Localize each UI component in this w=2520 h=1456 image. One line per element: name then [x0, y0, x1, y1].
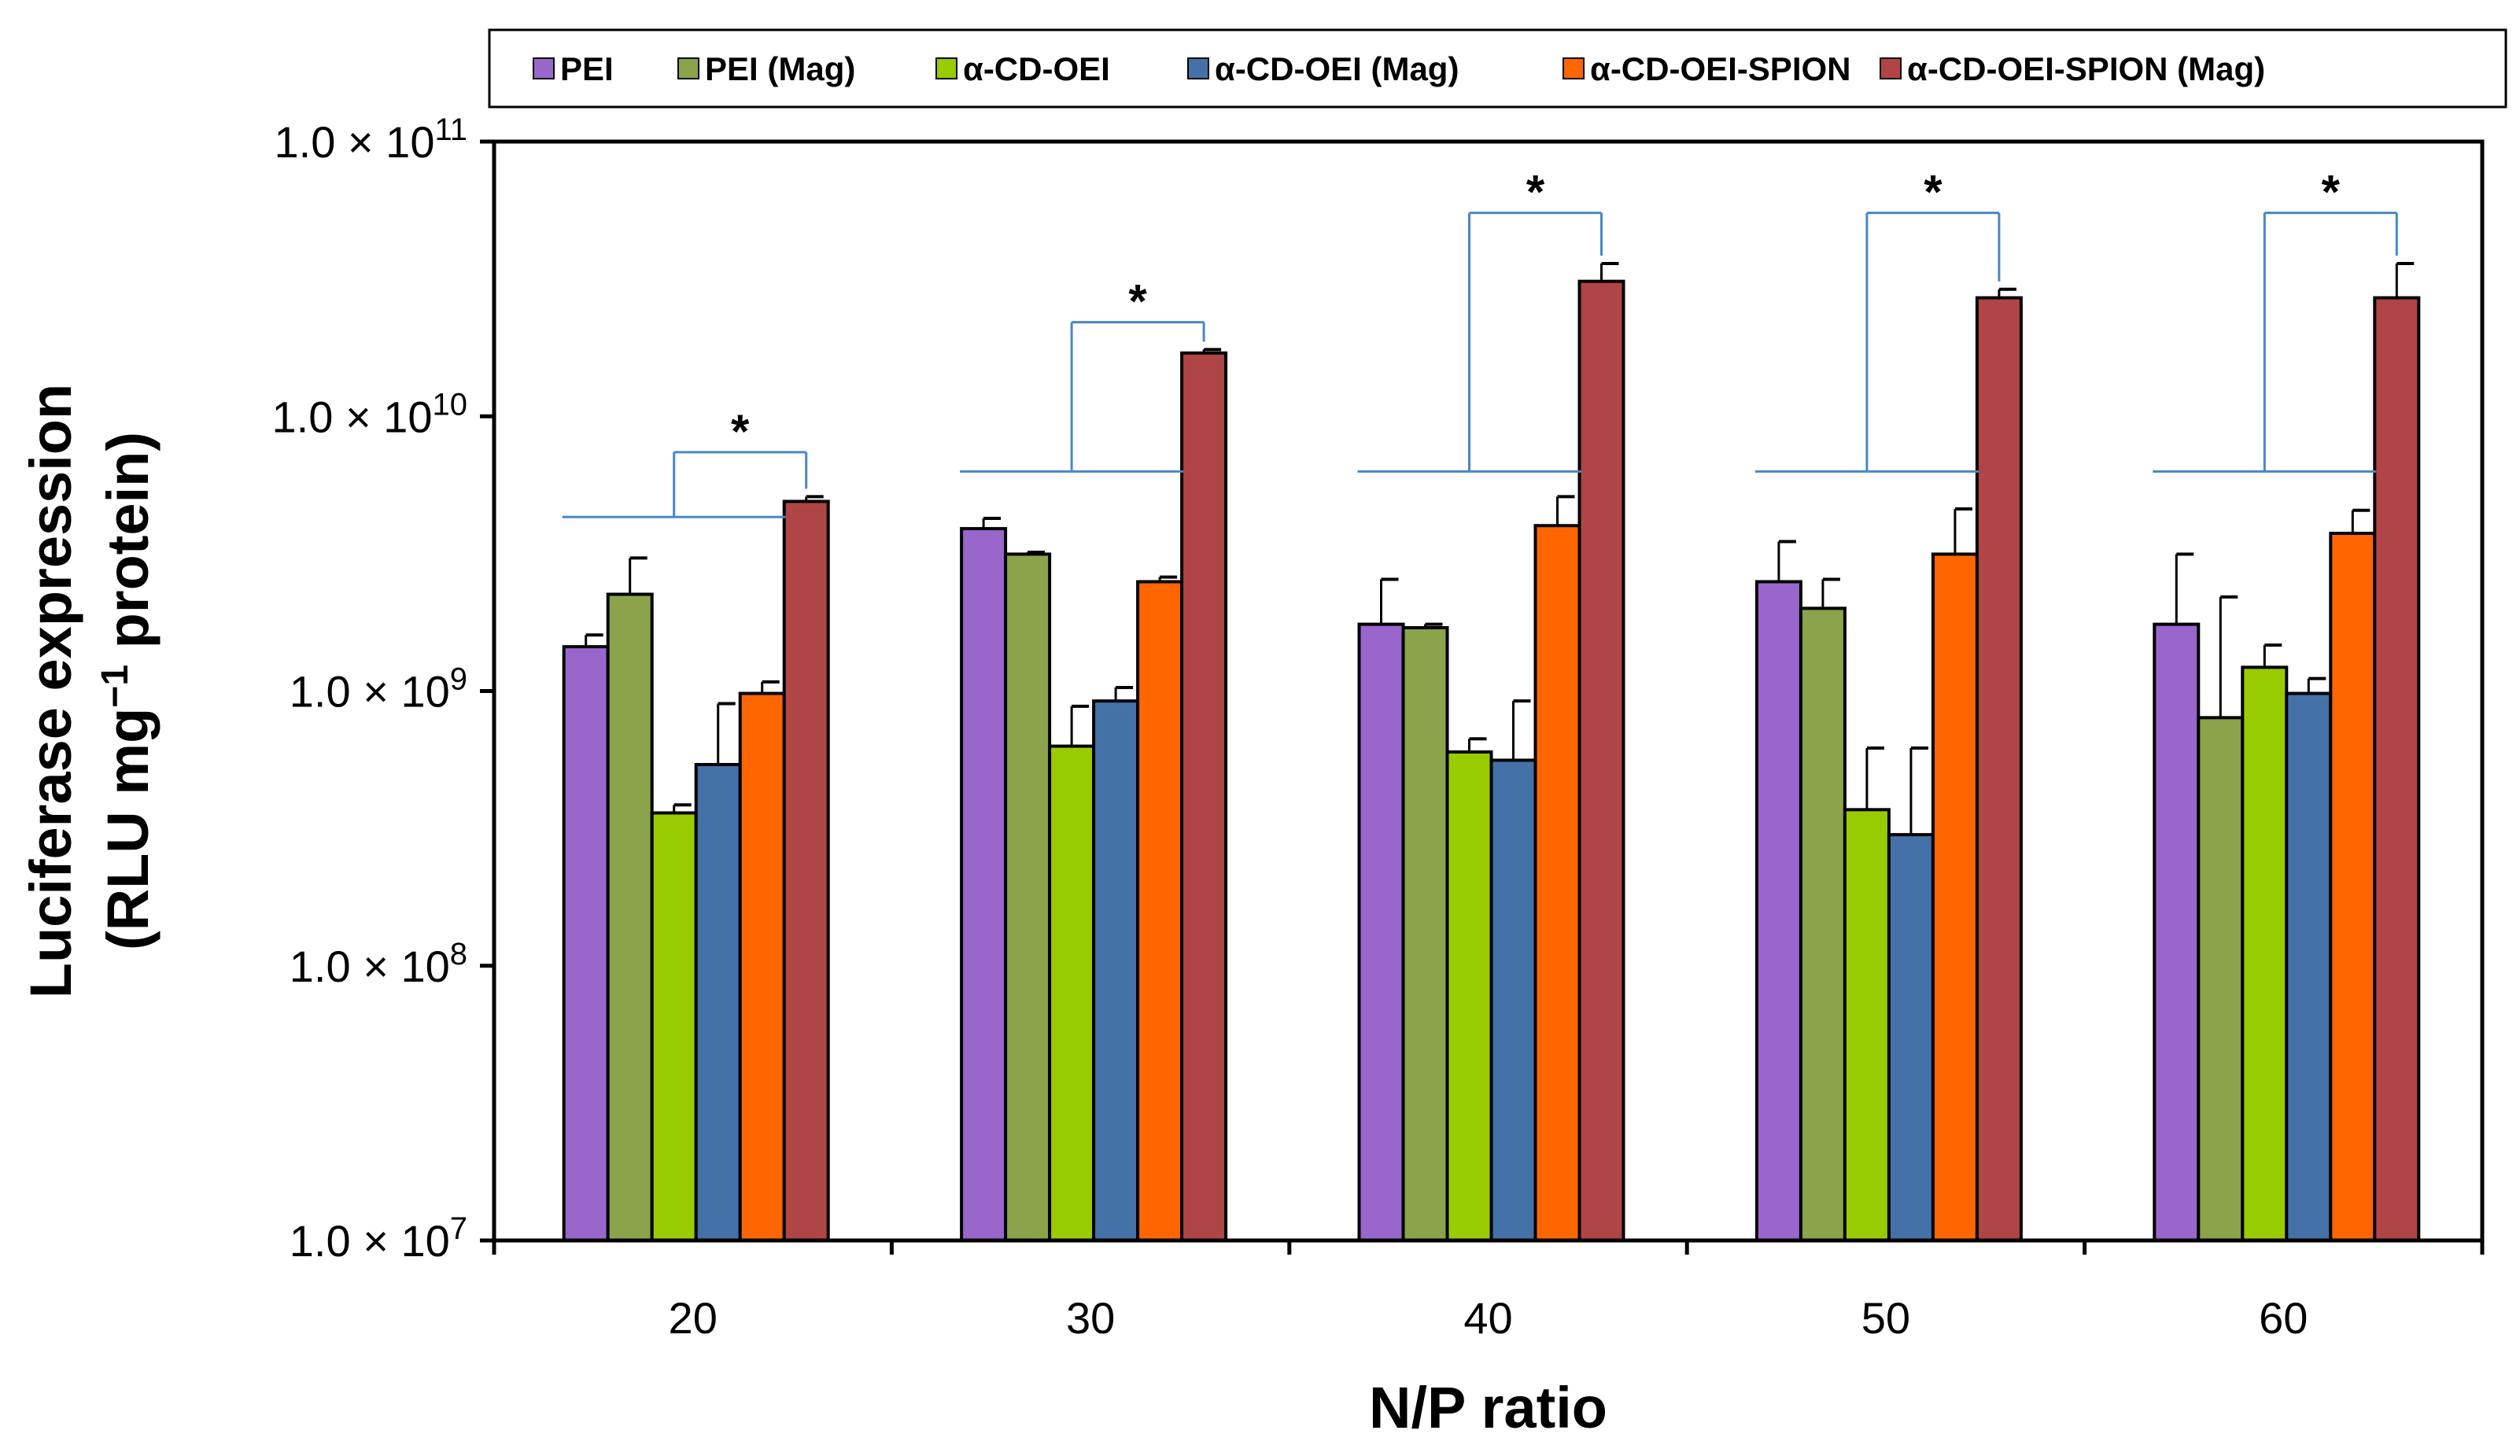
legend-box	[488, 28, 2507, 109]
bar-α-CD-OEI-SPION (Mag)-40	[1577, 279, 1625, 1242]
bar-α-CD-OEI-30	[1048, 744, 1096, 1242]
bar-α-CD-OEI-SPION (Mag)-50	[1975, 296, 2023, 1242]
bar-α-CD-OEI-50	[1843, 808, 1891, 1242]
x-tick-label-30: 30	[1066, 1293, 1115, 1343]
y-tick-mantissa: 1.0 × 10	[290, 942, 450, 991]
bar-α-CD-OEI-SPION-50	[1931, 552, 1979, 1242]
y-tick-label-8: 1.0 × 108	[290, 937, 467, 991]
y-tick-label-9: 1.0 × 109	[290, 662, 467, 717]
legend: PEI PEI (Mag) α-CD-OEI α-CD-OEI (Mag) α-CD-O…	[488, 28, 2507, 109]
y-axis-title-line2: (RLU mg−1 protein)	[94, 432, 161, 950]
legend-swatch-4	[1563, 57, 1585, 79]
bar-PEI (Mag)-20	[606, 592, 654, 1242]
bar-PEI (Mag)-40	[1401, 626, 1449, 1242]
significance-star-50: *	[1924, 166, 1943, 219]
legend-label-4: α-CD-OEI-SPION	[1590, 50, 1851, 87]
x-axis-title: N/P ratio	[1369, 1375, 1607, 1440]
x-tick-label-50: 50	[1861, 1293, 1910, 1343]
bar-α-CD-OEI (Mag)-50	[1887, 833, 1935, 1242]
bar-α-CD-OEI-20	[650, 811, 698, 1242]
bar-α-CD-OEI (Mag)-40	[1489, 758, 1537, 1242]
y-axis-title-line2-pre: (RLU mg	[95, 708, 160, 950]
bar-α-CD-OEI-SPION (Mag)-30	[1180, 351, 1228, 1242]
y-tick-mantissa: 1.0 × 10	[290, 667, 450, 717]
significance-star-40: *	[1526, 166, 1545, 219]
plot-area: * * * * *	[562, 166, 2421, 1242]
bar-α-CD-OEI-SPION-60	[2329, 532, 2377, 1242]
y-axis-title-line2-sup: −1	[94, 665, 136, 708]
y-tick-exponent: 7	[450, 1211, 467, 1246]
y-tick-mantissa: 1.0 × 10	[290, 1216, 450, 1266]
significance-star-20: *	[731, 405, 750, 458]
axis-titles: N/P ratio Luciferase expression (RLU mg−…	[18, 384, 1607, 1440]
legend-label-5: α-CD-OEI-SPION (Mag)	[1907, 50, 2265, 87]
legend-label-0: PEI	[560, 50, 614, 87]
legend-label-1: PEI (Mag)	[705, 50, 855, 87]
legend-swatch-2	[935, 57, 957, 79]
y-tick-label-11: 1.0 × 1011	[275, 112, 468, 167]
y-tick-exponent: 11	[434, 112, 467, 147]
y-tick-exponent: 9	[450, 662, 467, 697]
y-axis-title-line2-post: protein)	[95, 432, 160, 665]
bar-α-CD-OEI (Mag)-30	[1092, 699, 1140, 1242]
legend-swatch-3	[1187, 57, 1209, 79]
significance-star-30: *	[1128, 275, 1147, 328]
bar-α-CD-OEI-SPION (Mag)-60	[2373, 296, 2421, 1242]
x-tick-label-40: 40	[1463, 1293, 1512, 1343]
bar-PEI-40	[1357, 622, 1405, 1242]
legend-label-2: α-CD-OEI	[963, 50, 1110, 87]
bar-PEI (Mag)-60	[2197, 716, 2245, 1242]
significance-star-60: *	[2322, 166, 2341, 219]
bar-PEI (Mag)-50	[1799, 606, 1847, 1242]
bar-PEI-50	[1754, 580, 1802, 1242]
y-tick-mantissa: 1.0 × 10	[275, 117, 435, 167]
bar-PEI-20	[562, 645, 610, 1242]
legend-swatch-0	[533, 57, 555, 79]
y-tick-exponent: 8	[450, 937, 467, 971]
bar-PEI (Mag)-30	[1004, 552, 1052, 1242]
bar-α-CD-OEI-SPION-30	[1136, 580, 1184, 1242]
y-tick-label-10: 1.0 × 1010	[272, 387, 467, 441]
y-tick-exponent: 10	[433, 387, 468, 422]
x-tick-label-20: 20	[669, 1293, 718, 1343]
bar-α-CD-OEI-SPION-40	[1533, 524, 1581, 1242]
bar-α-CD-OEI (Mag)-60	[2285, 691, 2333, 1242]
bar-PEI-30	[960, 527, 1008, 1242]
legend-swatch-1	[677, 57, 699, 79]
bar-α-CD-OEI-60	[2241, 665, 2289, 1242]
bar-α-CD-OEI (Mag)-20	[694, 762, 742, 1242]
y-tick-mantissa: 1.0 × 10	[272, 392, 433, 441]
legend-label-3: α-CD-OEI (Mag)	[1215, 50, 1459, 87]
bar-α-CD-OEI-40	[1445, 750, 1493, 1242]
bar-α-CD-OEI-SPION-20	[738, 691, 786, 1242]
bar-α-CD-OEI-SPION (Mag)-20	[782, 499, 830, 1242]
legend-swatch-5	[1880, 57, 1902, 79]
x-tick-label-60: 60	[2259, 1293, 2308, 1343]
y-tick-label-7: 1.0 × 107	[290, 1211, 467, 1266]
bar-PEI-60	[2153, 622, 2201, 1242]
y-axis-title-line1: Luciferase expression	[18, 384, 83, 998]
y-axis-title: Luciferase expression (RLU mg−1 protein)	[18, 384, 160, 998]
